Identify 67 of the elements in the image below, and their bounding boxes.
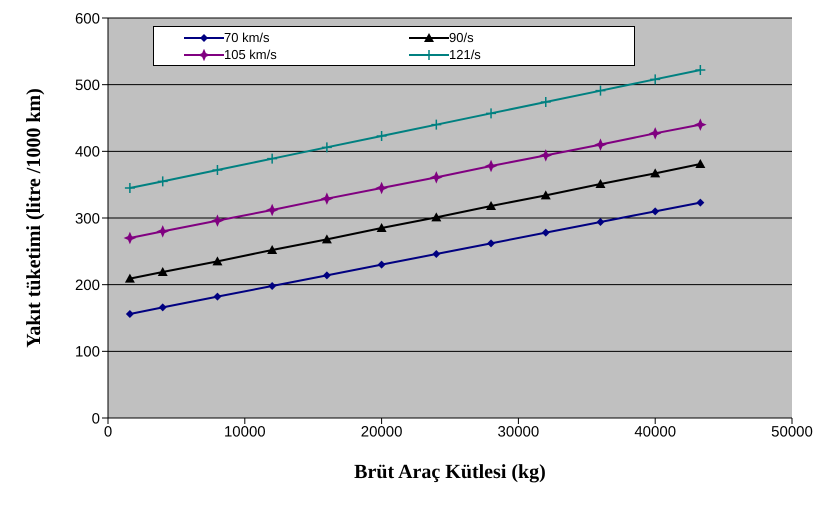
point [267, 245, 278, 254]
x-tick-label: 40000 [634, 424, 676, 441]
point [649, 74, 661, 86]
point [376, 223, 387, 232]
point [212, 164, 224, 176]
x-tick-label: 20000 [360, 424, 402, 441]
legend-label: 105 km/s [224, 47, 277, 62]
point [540, 190, 551, 200]
point [694, 119, 706, 130]
y-tick-label: 200 [74, 276, 100, 294]
point [650, 168, 660, 178]
point [156, 176, 168, 188]
point [651, 207, 660, 216]
point [540, 150, 552, 161]
point [321, 142, 333, 154]
point [158, 303, 167, 312]
legend-label: 70 km/s [224, 30, 270, 45]
y-tick-label: 300 [74, 210, 100, 228]
point [157, 226, 168, 237]
point [431, 212, 442, 222]
x-tick-label: 50000 [771, 424, 813, 441]
point [158, 267, 168, 276]
point [124, 274, 135, 283]
x-tick-label: 30000 [498, 424, 540, 441]
point [540, 96, 552, 108]
point [432, 250, 440, 258]
point [486, 201, 496, 210]
point [694, 64, 706, 76]
y-tick-label: 0 [92, 410, 100, 428]
point [596, 218, 604, 226]
legend-label: 90/s [449, 30, 474, 45]
point [212, 215, 223, 226]
point [321, 193, 332, 204]
point [486, 160, 497, 172]
point [322, 234, 332, 244]
point [266, 152, 278, 164]
x-tick-label: 10000 [224, 424, 266, 441]
point [124, 182, 136, 194]
x-axis-title: Brüt Araç Kütlesi (kg) [354, 461, 546, 483]
y-tick-label: 600 [74, 10, 100, 28]
point [268, 282, 276, 290]
point [213, 292, 222, 301]
point [212, 256, 222, 266]
point [487, 239, 496, 248]
point [376, 130, 388, 142]
legend-label: 121/s [449, 47, 481, 62]
point [542, 228, 550, 237]
point [124, 232, 136, 244]
point [322, 271, 331, 280]
point [695, 159, 706, 168]
point [485, 108, 497, 120]
point [376, 182, 388, 194]
point [696, 198, 704, 207]
y-tick-label: 400 [74, 144, 100, 161]
point [430, 118, 442, 130]
point [266, 204, 278, 216]
point [594, 139, 606, 150]
x-tick-label: 0 [104, 424, 112, 441]
point [650, 128, 661, 139]
y-axis-title: Yakıt tüketimi (litre /1000 km) [23, 88, 46, 348]
y-tick-label: 100 [74, 344, 100, 361]
y-tick-label: 500 [74, 76, 100, 94]
point [378, 260, 386, 269]
point [594, 84, 606, 96]
point [126, 310, 134, 318]
point [595, 179, 606, 188]
point [430, 172, 442, 183]
